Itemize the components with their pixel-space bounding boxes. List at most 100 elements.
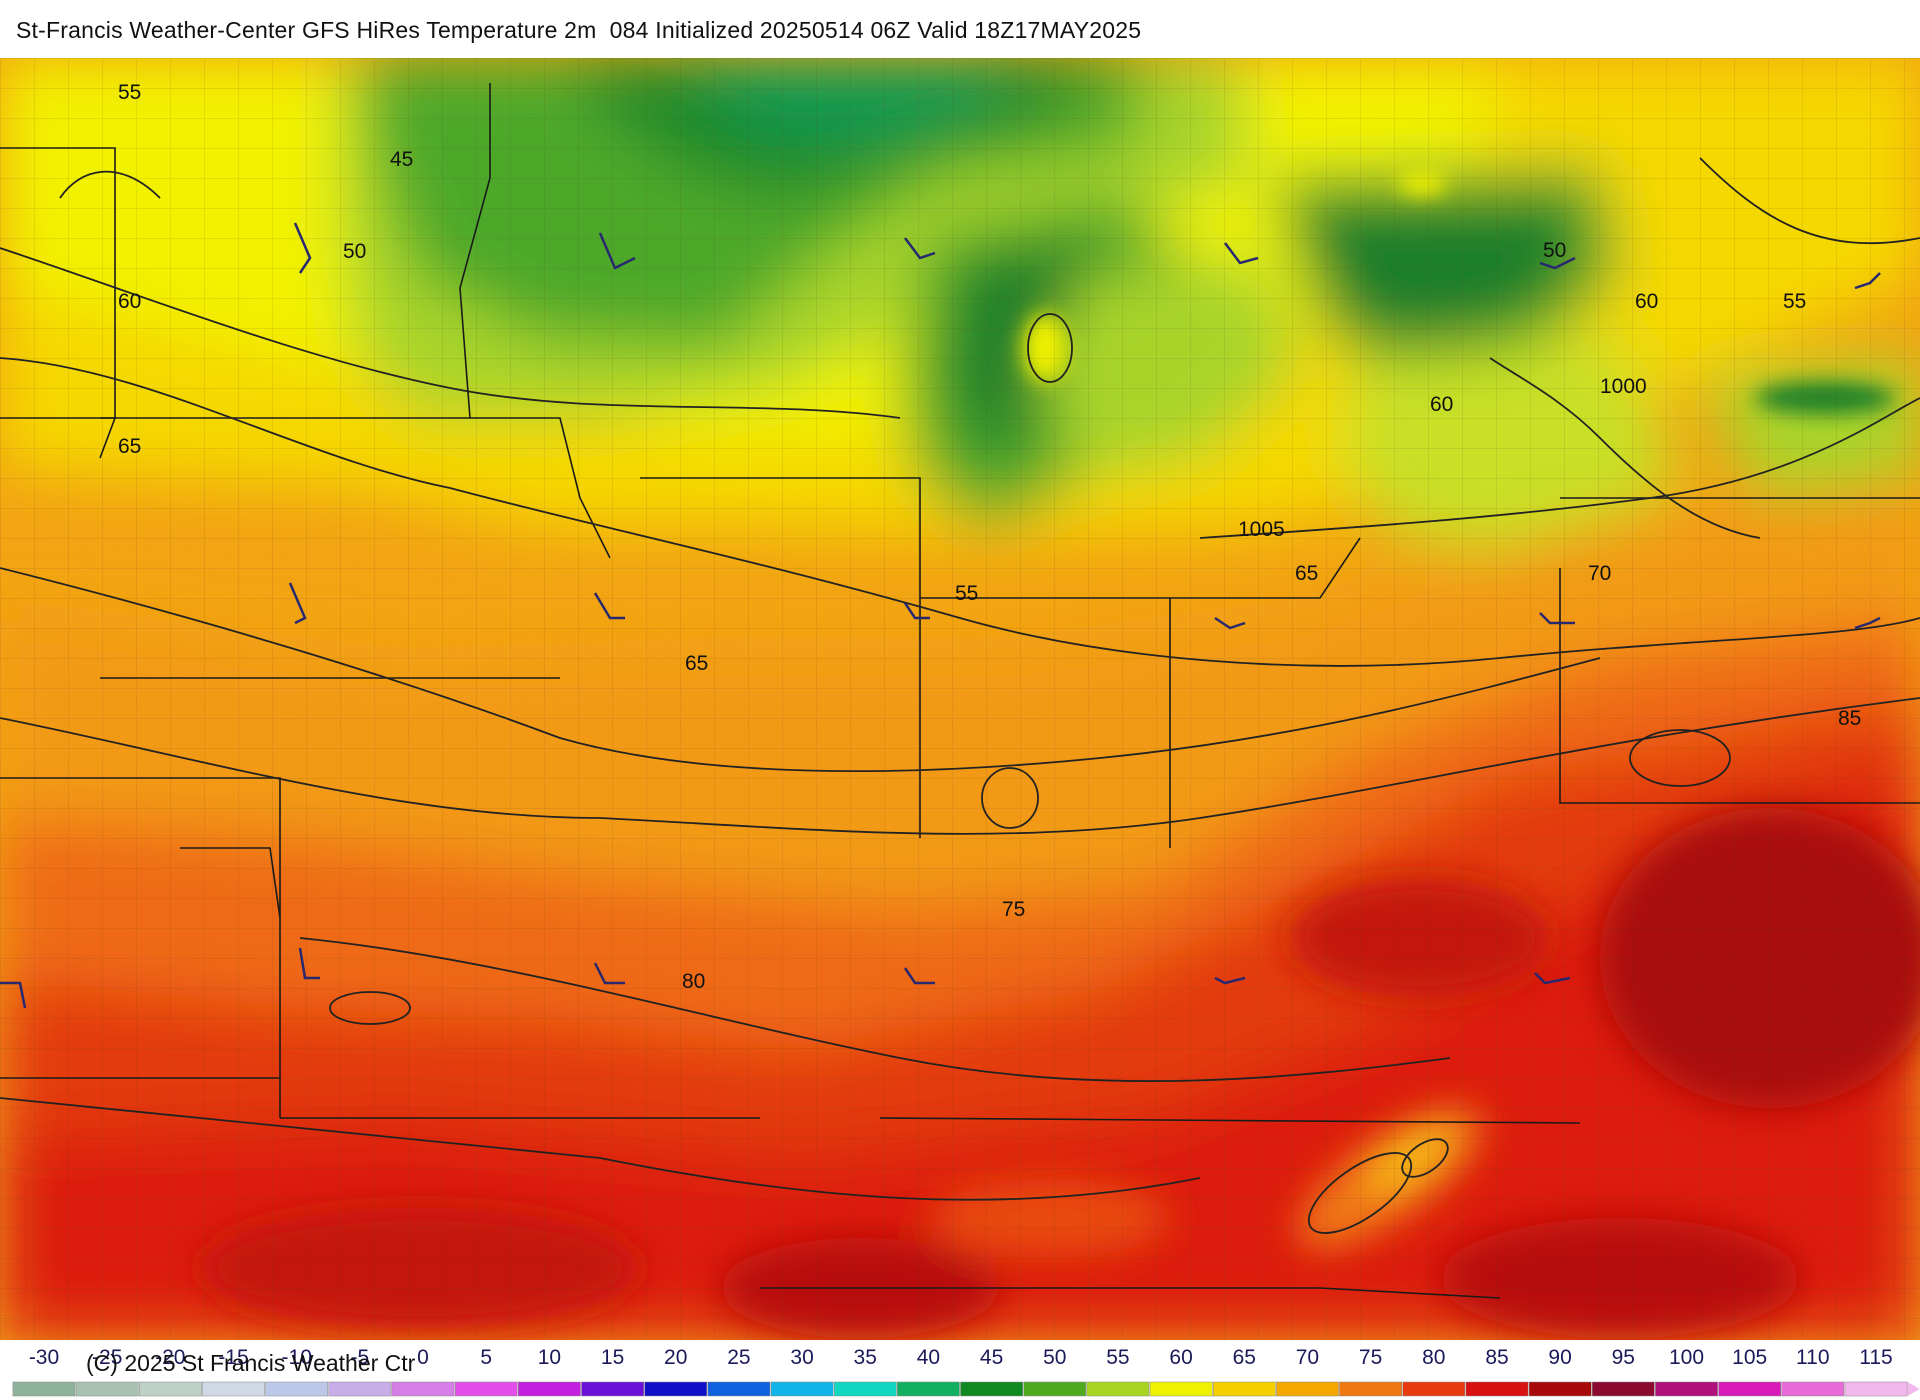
legend-tick-label: 40 bbox=[917, 1346, 940, 1369]
legend-tick-label: 35 bbox=[854, 1346, 877, 1369]
wind-barb bbox=[593, 592, 625, 620]
contour-label: 1000 bbox=[1600, 375, 1647, 398]
contour-label: 60 bbox=[1430, 393, 1453, 416]
legend-swatch bbox=[391, 1381, 455, 1397]
temperature-map[interactable]: 55 45 50 60 65 55 1005 65 65 60 1000 50 … bbox=[0, 58, 1920, 1340]
wind-barb bbox=[904, 237, 936, 260]
legend-tick-label: 0 bbox=[417, 1346, 429, 1369]
legend-swatch bbox=[75, 1381, 139, 1397]
legend-swatch bbox=[518, 1381, 581, 1397]
legend-tick-label: 110 bbox=[1796, 1346, 1829, 1369]
legend-tick-label: 25 bbox=[727, 1346, 750, 1369]
contour-label: 70 bbox=[1588, 562, 1611, 585]
wind-barb bbox=[0, 981, 27, 1009]
legend-tick-label: 105 bbox=[1732, 1346, 1767, 1369]
legend-swatch bbox=[1149, 1381, 1213, 1397]
legend-swatch bbox=[1591, 1381, 1655, 1397]
wind-barb bbox=[1224, 242, 1259, 265]
legend-tick-label: 10 bbox=[538, 1346, 561, 1369]
legend-swatch bbox=[202, 1381, 265, 1397]
legend-tick-label: 115 bbox=[1859, 1346, 1892, 1369]
legend-tick-label: 45 bbox=[980, 1346, 1003, 1369]
copyright-text: (C) 2025 St Francis Weather Ctr bbox=[86, 1350, 416, 1376]
legend-swatch bbox=[328, 1381, 392, 1397]
contour-label: 75 bbox=[1002, 898, 1025, 921]
legend-tick-label: 20 bbox=[664, 1346, 687, 1369]
legend-tick-label: 50 bbox=[1043, 1346, 1066, 1369]
legend-tick-label: -30 bbox=[29, 1346, 59, 1369]
legend-swatch bbox=[1528, 1381, 1592, 1397]
legend-tick-label: 90 bbox=[1548, 1346, 1571, 1369]
contour-label: 60 bbox=[1635, 290, 1658, 313]
contour-label: 1005 bbox=[1238, 518, 1285, 541]
legend-tick-label: 65 bbox=[1233, 1346, 1256, 1369]
legend-tick-label: 30 bbox=[790, 1346, 813, 1369]
legend-color-bar bbox=[12, 1381, 1920, 1397]
legend-swatch bbox=[1655, 1381, 1718, 1397]
contour-label: 50 bbox=[1543, 239, 1566, 262]
legend-tick-label: -15 bbox=[218, 1346, 248, 1369]
legend-tick-label: 70 bbox=[1296, 1346, 1319, 1369]
wind-barb bbox=[903, 967, 935, 985]
wind-barb bbox=[1534, 972, 1571, 985]
legend-swatch bbox=[581, 1381, 644, 1397]
legend-tick-label: -20 bbox=[155, 1346, 185, 1369]
wind-barb bbox=[1854, 616, 1881, 630]
legend-tick-label: 95 bbox=[1612, 1346, 1635, 1369]
legend-swatch bbox=[1212, 1381, 1276, 1397]
legend-tick-label: 85 bbox=[1485, 1346, 1508, 1369]
wind-barb bbox=[1854, 272, 1881, 290]
legend-swatch bbox=[897, 1381, 960, 1397]
legend-tick-label: 80 bbox=[1422, 1346, 1445, 1369]
contour-lines bbox=[0, 157, 1920, 1234]
wind-barb bbox=[288, 582, 307, 625]
wind-barb bbox=[1539, 256, 1576, 270]
contour-label: 60 bbox=[118, 290, 141, 313]
legend-swatch bbox=[1718, 1381, 1782, 1397]
legend-swatch bbox=[1339, 1381, 1402, 1397]
map-canvas: 55 45 50 60 65 55 1005 65 65 60 1000 50 … bbox=[0, 58, 1920, 1340]
wind-barb bbox=[903, 602, 930, 620]
legend-arrow-right bbox=[1907, 1382, 1920, 1396]
legend-swatch bbox=[1086, 1381, 1150, 1397]
contour-label-group: 55 45 50 60 65 55 1005 65 65 60 1000 50 … bbox=[118, 81, 1861, 993]
contour-label: 55 bbox=[955, 582, 978, 605]
contour-label: 65 bbox=[118, 435, 141, 458]
wind-barbs bbox=[0, 222, 1881, 1009]
legend-swatch bbox=[1465, 1381, 1529, 1397]
legend-swatch bbox=[707, 1381, 771, 1397]
legend-tick-labels: -30 -25 -20 -15 -10 -5 0 5 10 15 20 25 30 35 40 45 50 55 6… bbox=[29, 1346, 1893, 1369]
contour-label: 65 bbox=[1295, 562, 1318, 585]
wind-barb bbox=[298, 947, 320, 980]
legend-tick-label: -25 bbox=[92, 1346, 122, 1369]
legend-tick-label: 5 bbox=[480, 1346, 492, 1369]
color-legend: -30 -25 -20 -15 -10 -5 0 5 10 15 20 25 30 35 40 45 50 55 6… bbox=[0, 1340, 1920, 1400]
contour-label: 80 bbox=[682, 970, 705, 993]
wind-barb bbox=[1539, 612, 1575, 625]
legend-tick-label: 60 bbox=[1169, 1346, 1192, 1369]
legend-swatch bbox=[833, 1381, 897, 1397]
contour-label: 55 bbox=[1783, 290, 1806, 313]
legend-tick-label: 55 bbox=[1106, 1346, 1129, 1369]
legend-swatch bbox=[12, 1381, 76, 1397]
temperature-field bbox=[0, 58, 1920, 1340]
legend-tick-label: 15 bbox=[601, 1346, 624, 1369]
wind-barb bbox=[293, 222, 312, 274]
legend-swatch bbox=[1402, 1381, 1466, 1397]
contour-label: 50 bbox=[343, 240, 366, 263]
legend-tick-label: 75 bbox=[1359, 1346, 1382, 1369]
legend-swatch bbox=[265, 1381, 329, 1397]
state-borders bbox=[0, 83, 1920, 1299]
map-title: St-Francis Weather-Center GFS HiRes Temp… bbox=[16, 17, 1142, 43]
legend-swatch bbox=[644, 1381, 708, 1397]
legend-swatch bbox=[770, 1381, 834, 1397]
title-bar: St-Francis Weather-Center GFS HiRes Temp… bbox=[0, 0, 1920, 58]
legend-swatch bbox=[1844, 1381, 1908, 1397]
legend-swatch bbox=[960, 1381, 1023, 1397]
wind-barb bbox=[598, 232, 636, 270]
contour-label: 65 bbox=[685, 652, 708, 675]
wind-barb bbox=[1214, 976, 1246, 985]
legend-swatch bbox=[1023, 1381, 1087, 1397]
legend-canvas: -30 -25 -20 -15 -10 -5 0 5 10 15 20 25 30 35 40 45 50 55 6… bbox=[12, 1346, 1920, 1397]
contour-label: 45 bbox=[390, 148, 413, 171]
